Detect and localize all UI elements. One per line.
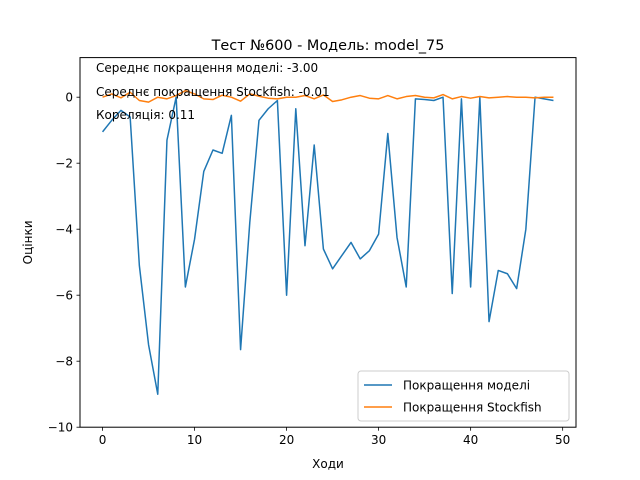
series-line-0 <box>101 96 554 395</box>
annotation-model-mean: Середнє покращення моделі: -3.00 <box>96 61 318 75</box>
x-tick-label: 50 <box>555 433 570 447</box>
x-tick-label: 30 <box>371 433 386 447</box>
y-tick-label: −2 <box>55 157 73 171</box>
y-axis-label: Оцінки <box>21 220 35 264</box>
y-axis-ticks: −10 −8 −6 −4 −2 0 <box>48 91 80 435</box>
y-tick-label: −8 <box>55 355 73 369</box>
plot-lines <box>101 89 554 395</box>
axes-frame <box>79 57 577 428</box>
y-tick-label: −4 <box>55 223 73 237</box>
legend-label-stockfish: Покращення Stockfish <box>403 401 542 415</box>
y-tick-label: −10 <box>48 421 73 435</box>
x-tick-label: 20 <box>279 433 294 447</box>
x-axis-label: Ходи <box>312 457 344 471</box>
x-tick-label: 10 <box>187 433 202 447</box>
x-tick-label: 0 <box>99 433 107 447</box>
annotation-stockfish-mean: Середнє покращення Stockfish: -0.01 <box>96 85 330 99</box>
legend-box <box>357 370 570 422</box>
chart-title: Тест №600 - Модель: model_75 <box>211 38 445 54</box>
legend: Покращення моделі Покращення Stockfish <box>357 370 570 422</box>
x-tick-label: 40 <box>463 433 478 447</box>
x-axis-ticks: 0 10 20 30 40 50 <box>99 427 570 447</box>
y-tick-label: 0 <box>65 91 73 105</box>
y-tick-label: −6 <box>55 289 73 303</box>
annotation-correlation: Кореляція: 0.11 <box>96 108 195 122</box>
legend-label-model: Покращення моделі <box>403 379 530 393</box>
series-line-1 <box>102 89 554 103</box>
